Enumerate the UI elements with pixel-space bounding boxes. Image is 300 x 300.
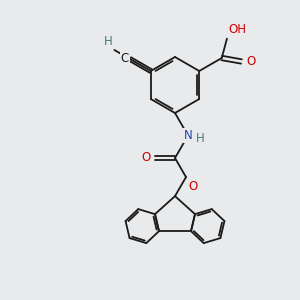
Text: OH: OH [228,23,246,36]
Text: H: H [196,132,205,145]
Text: O: O [247,55,256,68]
Text: C: C [121,52,129,65]
Text: H: H [103,35,112,48]
Text: O: O [142,151,151,164]
Text: N: N [184,129,192,142]
Text: O: O [188,180,197,193]
